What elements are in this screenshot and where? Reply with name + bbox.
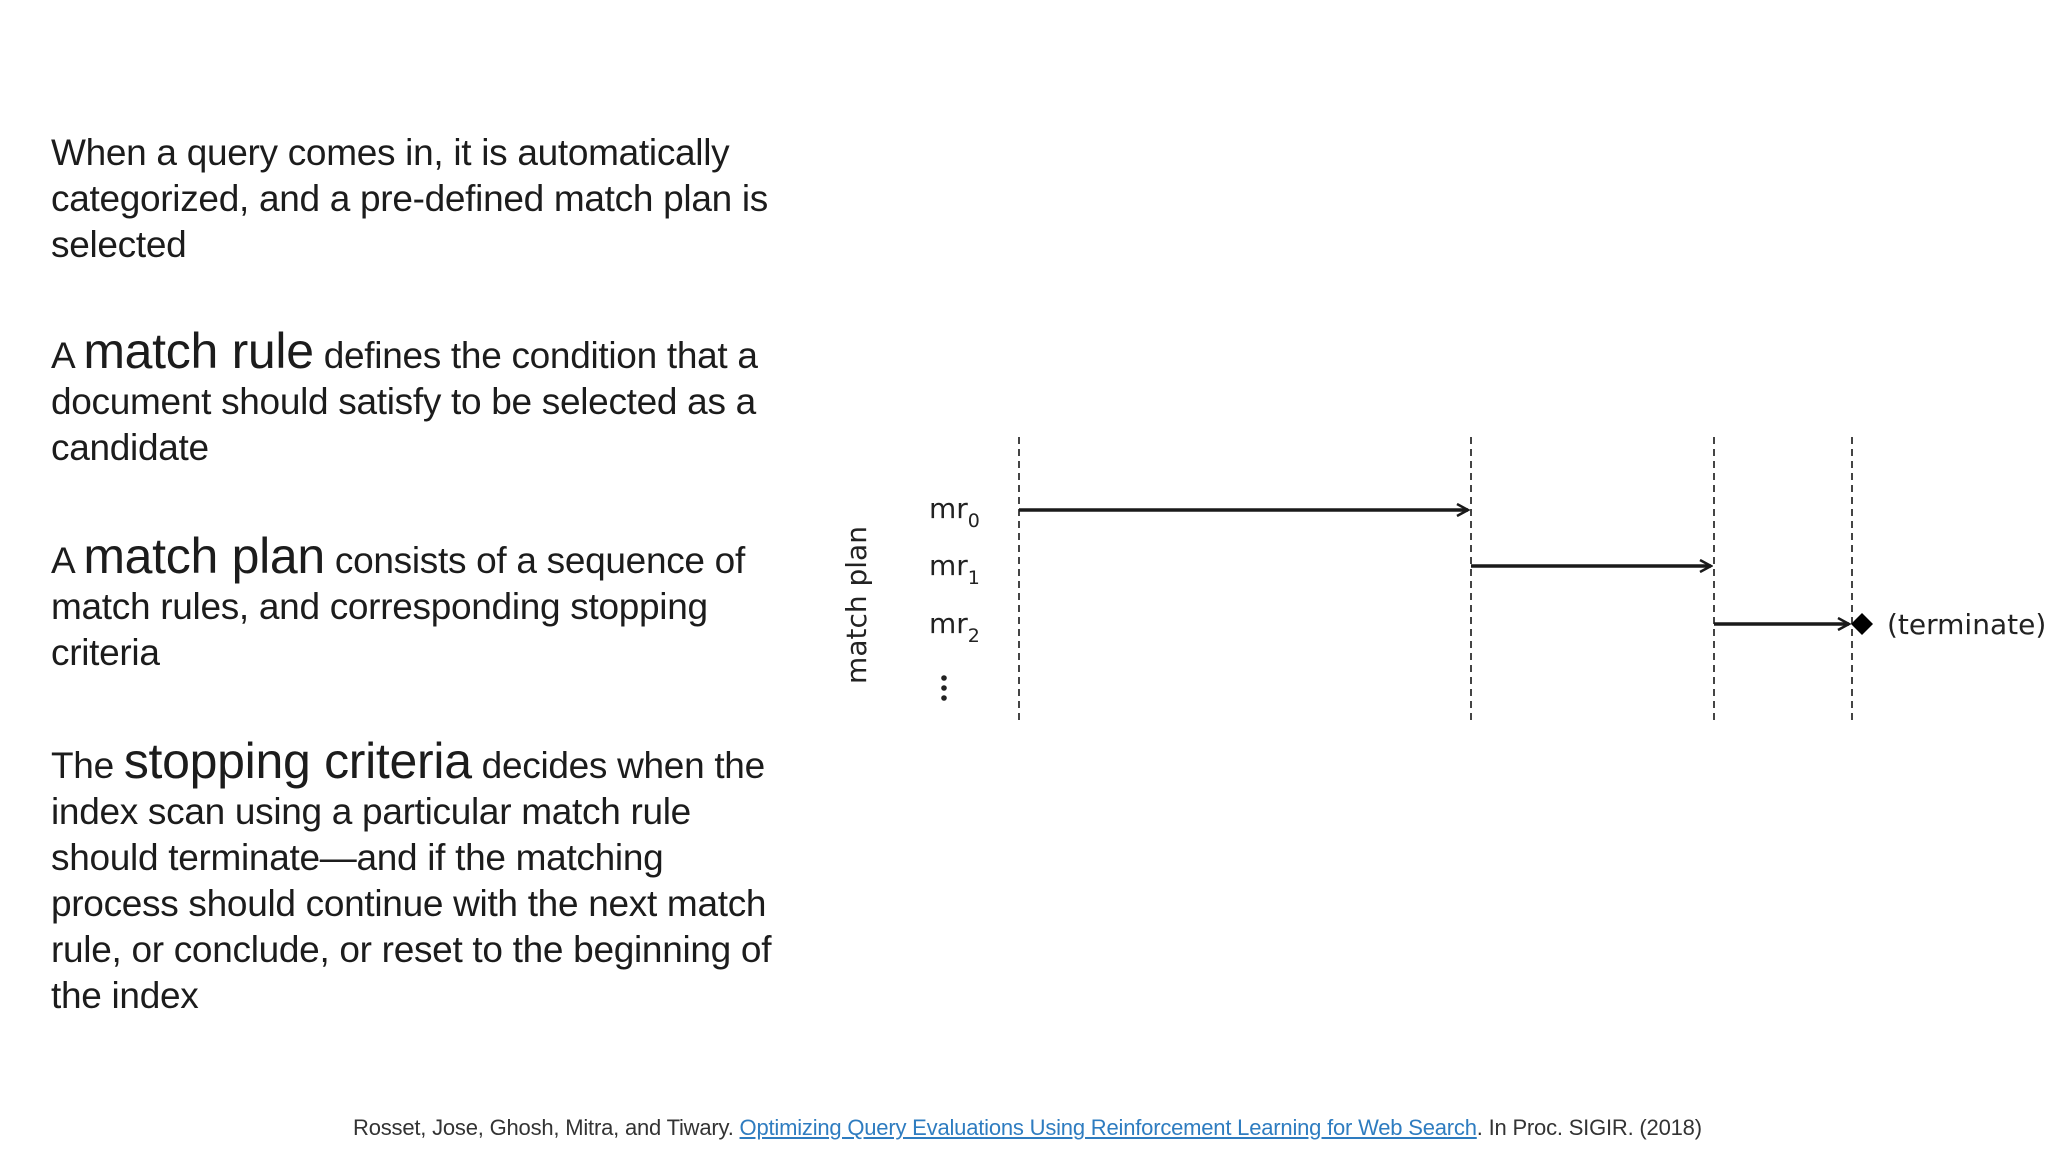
vertical-ellipsis-icon <box>941 675 947 701</box>
paragraph-lead: The <box>51 745 124 786</box>
paragraph-query-categorization: When a query comes in, it is automatical… <box>51 130 791 268</box>
term-match-rule: match rule <box>83 323 314 379</box>
paragraph-lead: A <box>51 335 84 376</box>
paragraph-match-plan: A match plan consists of a sequence of m… <box>51 531 791 676</box>
paragraph-text: consists of a sequence of match rules, a… <box>51 540 745 673</box>
term-match-plan: match plan <box>83 528 325 584</box>
citation-paper-link[interactable]: Optimizing Query Evaluations Using Reinf… <box>739 1115 1477 1140</box>
paragraph-text: decides when the index scan using a part… <box>51 745 772 1016</box>
terminate-label: (terminate) <box>1887 608 2046 641</box>
terminate-diamond-icon <box>1851 613 1873 635</box>
row-label-mr2: mr2 <box>929 607 980 647</box>
dashed-guides <box>1018 437 1853 722</box>
svg-text:mr2: mr2 <box>929 607 980 647</box>
paragraph-stopping-criteria: The stopping criteria decides when the i… <box>51 736 791 1019</box>
citation-venue: . In Proc. SIGIR. (2018) <box>1476 1115 1702 1140</box>
row-label-mr0: mr0 <box>929 492 980 532</box>
svg-text:mr0: mr0 <box>929 492 980 532</box>
axis-label-match-plan: match plan <box>840 526 873 684</box>
paragraph-text: When a query comes in, it is automatical… <box>51 132 768 265</box>
citation: Rosset, Jose, Ghosh, Mitra, and Tiwary. … <box>353 1115 1702 1141</box>
paragraph-text: defines the condition that a document sh… <box>51 335 758 468</box>
row-label-mr1: mr1 <box>929 549 980 589</box>
svg-text:mr1: mr1 <box>929 549 980 589</box>
term-stopping-criteria: stopping criteria <box>123 733 472 789</box>
citation-authors: Rosset, Jose, Ghosh, Mitra, and Tiwary. <box>353 1115 740 1140</box>
paragraph-match-rule: A match rule defines the condition that … <box>51 326 791 471</box>
paragraph-lead: A <box>51 540 84 581</box>
